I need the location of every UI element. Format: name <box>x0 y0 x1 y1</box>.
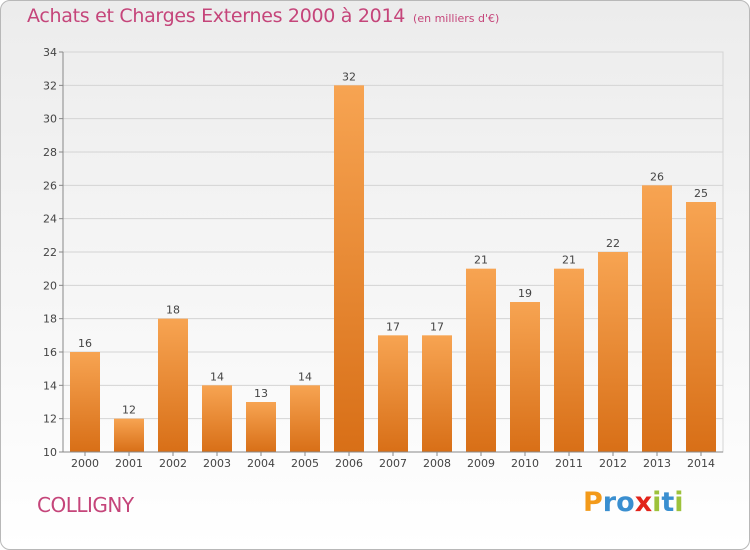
y-tick-label: 24 <box>43 213 57 226</box>
logo-letter: i <box>674 487 684 518</box>
y-tick-label: 10 <box>43 446 57 459</box>
bar-2005 <box>290 385 320 452</box>
chart-subtitle: (en milliers d'€) <box>413 12 500 25</box>
bar-value-label: 21 <box>474 254 488 267</box>
proxiti-logo[interactable]: Proxiti <box>583 487 684 518</box>
bar-value-label: 32 <box>342 70 356 83</box>
logo-letter: x <box>634 487 653 518</box>
bar-2009 <box>466 268 496 452</box>
logo-letter: i <box>652 487 662 518</box>
location-label: COLLIGNY <box>37 493 134 517</box>
bar-2010 <box>510 302 540 452</box>
bar-2007 <box>378 335 408 452</box>
bar-value-label: 22 <box>606 237 620 250</box>
bar-2006 <box>334 85 364 452</box>
x-tick-label: 2001 <box>115 457 143 470</box>
x-tick-label: 2011 <box>555 457 583 470</box>
bar-value-label: 13 <box>254 387 268 400</box>
x-tick-label: 2006 <box>335 457 363 470</box>
bar-value-label: 21 <box>562 254 576 267</box>
y-tick-label: 18 <box>43 313 57 326</box>
x-tick-label: 2004 <box>247 457 275 470</box>
x-tick-label: 2007 <box>379 457 407 470</box>
bar-2008 <box>422 335 452 452</box>
x-tick-label: 2000 <box>71 457 99 470</box>
x-tick-label: 2002 <box>159 457 187 470</box>
logo-letter: t <box>661 487 675 518</box>
bar-2000 <box>70 352 100 452</box>
bar-value-label: 17 <box>430 320 444 333</box>
bar-2002 <box>158 318 188 452</box>
bar-2004 <box>246 402 276 452</box>
bar-2013 <box>642 185 672 453</box>
bar-value-label: 17 <box>386 320 400 333</box>
logo-letter: r <box>602 487 617 518</box>
bar-2014 <box>686 202 716 452</box>
y-tick-label: 32 <box>43 79 57 92</box>
y-tick-label: 28 <box>43 146 57 159</box>
x-tick-label: 2009 <box>467 457 495 470</box>
y-tick-label: 34 <box>43 46 57 59</box>
y-tick-label: 30 <box>43 113 57 126</box>
bar-2011 <box>554 268 584 452</box>
x-tick-label: 2008 <box>423 457 451 470</box>
bar-value-label: 18 <box>166 304 180 317</box>
logo-letter: o <box>616 487 635 518</box>
x-tick-label: 2012 <box>599 457 627 470</box>
x-tick-label: 2003 <box>203 457 231 470</box>
y-tick-label: 22 <box>43 246 57 259</box>
y-axis: 10 12 14 16 18 20 22 24 26 28 30 32 34 <box>43 46 64 459</box>
bar-value-label: 25 <box>694 187 708 200</box>
y-tick-label: 12 <box>43 413 57 426</box>
bar-value-label: 12 <box>122 404 136 417</box>
chart-title: Achats et Charges Externes 2000 à 2014 <box>27 5 406 27</box>
x-tick-label: 2010 <box>511 457 539 470</box>
bars: 16 12 18 14 13 14 32 17 17 21 19 21 22 26 25 <box>70 70 716 453</box>
y-tick-label: 26 <box>43 179 57 192</box>
logo-letter: P <box>583 487 603 518</box>
x-tick-label: 2013 <box>643 457 671 470</box>
y-tick-label: 14 <box>43 379 57 392</box>
bar-value-label: 16 <box>78 337 92 350</box>
x-tick-label: 2014 <box>687 457 715 470</box>
chart-title-line: Achats et Charges Externes 2000 à 2014 (e… <box>27 5 499 27</box>
y-tick-label: 16 <box>43 346 57 359</box>
bar-2001 <box>114 418 144 452</box>
bar-value-label: 14 <box>298 370 312 383</box>
bar-2003 <box>202 385 232 452</box>
bar-value-label: 26 <box>650 170 664 183</box>
x-axis: 2000 2001 2002 2003 2004 2005 2006 2007 2008 2009… <box>63 451 723 470</box>
bar-value-label: 14 <box>210 370 224 383</box>
bar-2012 <box>598 252 628 452</box>
x-tick-label: 2005 <box>291 457 319 470</box>
bar-value-label: 19 <box>518 287 532 300</box>
y-tick-label: 20 <box>43 279 57 292</box>
